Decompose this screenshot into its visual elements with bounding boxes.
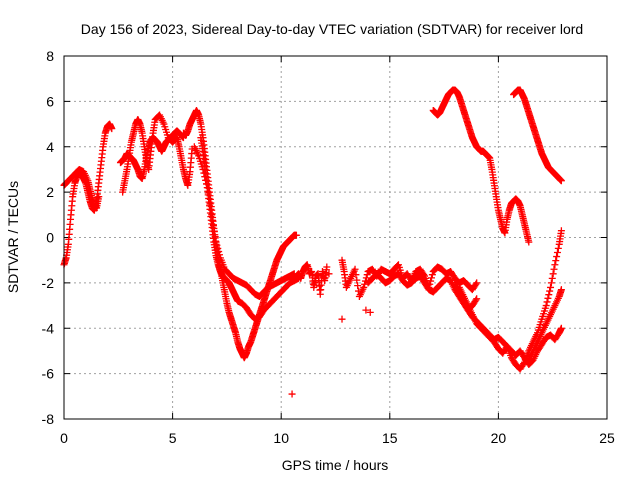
series-track-b bbox=[60, 165, 103, 212]
data-point bbox=[552, 257, 560, 265]
data-point bbox=[472, 280, 480, 288]
data-point bbox=[351, 265, 359, 273]
series-track-m bbox=[525, 286, 565, 364]
data-point bbox=[362, 274, 370, 282]
data-point bbox=[210, 227, 218, 235]
data-point bbox=[549, 270, 557, 278]
data-point bbox=[363, 271, 371, 279]
data-point bbox=[545, 291, 553, 299]
data-point bbox=[553, 248, 561, 256]
data-point bbox=[209, 222, 217, 230]
axis-ticks: 0 5 10 15 20 25 -8 -6 -4 -2 0 2 4 6 8 bbox=[42, 48, 615, 446]
y-tick-label: 4 bbox=[46, 139, 54, 155]
data-point bbox=[95, 193, 103, 201]
y-tick-label: 8 bbox=[46, 48, 54, 64]
x-tick-label: 20 bbox=[491, 430, 507, 446]
data-point bbox=[323, 263, 331, 271]
data-point bbox=[353, 276, 361, 284]
data-point bbox=[215, 248, 223, 256]
data-point bbox=[201, 173, 209, 181]
data-point bbox=[354, 282, 362, 290]
data-point bbox=[292, 231, 300, 239]
data-point bbox=[208, 211, 216, 219]
data-point bbox=[550, 265, 558, 273]
data-point bbox=[472, 296, 480, 304]
chart-title: Day 156 of 2023, Sidereal Day-to-day VTE… bbox=[81, 21, 583, 37]
data-point bbox=[211, 233, 219, 241]
data-point bbox=[288, 390, 296, 398]
data-point bbox=[213, 241, 221, 249]
y-tick-label: -4 bbox=[42, 320, 55, 336]
data-point bbox=[207, 205, 215, 213]
data-point bbox=[546, 287, 554, 295]
data-point bbox=[428, 271, 436, 279]
plot-frame bbox=[63, 55, 608, 420]
data-point bbox=[553, 253, 561, 261]
x-tick-label: 0 bbox=[60, 430, 68, 446]
data-point bbox=[205, 194, 213, 202]
data-point bbox=[548, 274, 556, 282]
y-axis-label: SDTVAR / TECUs bbox=[5, 181, 21, 293]
series-track-n bbox=[429, 86, 533, 246]
data-point bbox=[204, 189, 212, 197]
data-point bbox=[473, 295, 481, 303]
data-point bbox=[108, 125, 116, 133]
data-point bbox=[428, 274, 436, 282]
data-point bbox=[209, 216, 217, 224]
data-point bbox=[557, 177, 565, 185]
series-track-o bbox=[510, 86, 565, 185]
data-point bbox=[352, 271, 360, 279]
data-point bbox=[547, 283, 555, 291]
data-point bbox=[547, 279, 555, 287]
data-point bbox=[473, 279, 481, 287]
data-point bbox=[338, 315, 346, 323]
x-axis-label: GPS time / hours bbox=[282, 457, 389, 473]
data-point bbox=[362, 306, 370, 314]
data-point bbox=[525, 238, 533, 246]
data-point bbox=[202, 176, 210, 184]
data-point bbox=[542, 302, 550, 310]
series-track-g bbox=[190, 143, 298, 300]
data-point bbox=[554, 244, 562, 252]
x-tick-label: 5 bbox=[169, 430, 177, 446]
y-tick-label: -2 bbox=[42, 275, 55, 291]
data-point bbox=[361, 280, 369, 288]
data-point bbox=[199, 165, 207, 173]
data-point bbox=[212, 238, 220, 246]
series-track-h bbox=[288, 261, 331, 298]
y-tick-label: 6 bbox=[46, 93, 54, 109]
series-track-l bbox=[455, 227, 565, 373]
series-track-d bbox=[116, 127, 187, 183]
y-tick-label: 0 bbox=[46, 230, 54, 246]
x-tick-label: 25 bbox=[599, 430, 615, 446]
data-point bbox=[203, 184, 211, 192]
data-point bbox=[216, 251, 224, 259]
data-point bbox=[557, 324, 565, 332]
y-tick-label: -8 bbox=[42, 411, 55, 427]
series-track-a bbox=[60, 120, 116, 269]
data-point bbox=[325, 270, 333, 278]
data-point bbox=[427, 277, 435, 285]
data-point bbox=[202, 180, 210, 188]
x-tick-label: 10 bbox=[273, 430, 289, 446]
data-point bbox=[557, 286, 565, 294]
data-point bbox=[206, 200, 214, 208]
data-point bbox=[544, 294, 552, 302]
y-tick-label: 2 bbox=[46, 184, 54, 200]
data-point bbox=[543, 298, 551, 306]
y-tick-label: -6 bbox=[42, 366, 55, 382]
data-point bbox=[557, 227, 565, 235]
data-point bbox=[520, 360, 528, 368]
data-points bbox=[60, 86, 565, 398]
data-point bbox=[200, 169, 208, 177]
series-outliers bbox=[288, 270, 374, 398]
series-track-e bbox=[179, 106, 300, 362]
data-point bbox=[360, 283, 368, 291]
data-point bbox=[551, 261, 559, 269]
data-point bbox=[366, 308, 374, 316]
grid-lines bbox=[64, 56, 607, 419]
x-tick-label: 15 bbox=[382, 430, 398, 446]
data-point bbox=[214, 244, 222, 252]
